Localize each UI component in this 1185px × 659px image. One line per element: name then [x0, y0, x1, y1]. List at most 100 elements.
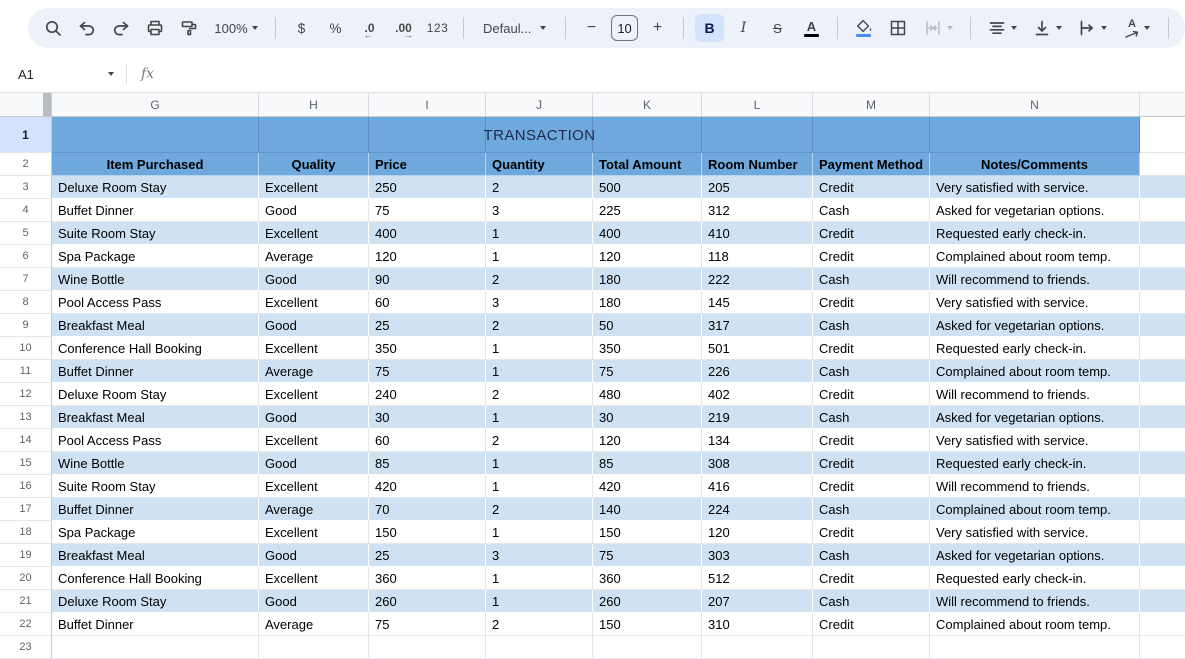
data-cell[interactable]: Cash [813, 268, 930, 291]
data-cell[interactable]: 260 [593, 590, 702, 613]
row-header-19[interactable]: 19 [0, 544, 52, 567]
data-cell[interactable]: 1 [486, 406, 593, 429]
data-cell[interactable]: Credit [813, 222, 930, 245]
data-cell[interactable]: Credit [813, 245, 930, 268]
data-cell[interactable]: 2 [486, 498, 593, 521]
data-cell[interactable]: 2 [486, 268, 593, 291]
data-cell[interactable]: Credit [813, 291, 930, 314]
data-cell[interactable]: Cash [813, 590, 930, 613]
font-family-select[interactable]: Defaul... [475, 14, 554, 42]
row-header-21[interactable]: 21 [0, 590, 52, 613]
data-cell[interactable]: 416 [702, 475, 813, 498]
merge-cells-button[interactable] [917, 14, 959, 42]
data-cell[interactable]: Wine Bottle [52, 268, 259, 291]
header-cell[interactable]: Room Number [702, 153, 813, 176]
data-cell[interactable]: 303 [702, 544, 813, 567]
row-header-9[interactable]: 9 [0, 314, 52, 337]
data-cell[interactable]: 240 [369, 383, 486, 406]
row-header-1[interactable]: 1 [0, 117, 52, 153]
data-cell[interactable]: Asked for vegetarian options. [930, 406, 1140, 429]
data-cell[interactable]: Good [259, 314, 369, 337]
row-header-12[interactable]: 12 [0, 383, 52, 406]
data-cell[interactable]: 60 [369, 291, 486, 314]
data-cell[interactable]: Very satisfied with service. [930, 521, 1140, 544]
data-cell[interactable]: 120 [593, 245, 702, 268]
data-cell[interactable]: Good [259, 406, 369, 429]
header-cell[interactable]: Price [369, 153, 486, 176]
data-cell[interactable]: 420 [369, 475, 486, 498]
text-wrap-button[interactable] [1072, 14, 1112, 42]
data-cell[interactable]: 308 [702, 452, 813, 475]
row-filler[interactable] [1140, 475, 1185, 498]
row-filler[interactable] [1140, 222, 1185, 245]
data-cell[interactable]: 134 [702, 429, 813, 452]
row-filler[interactable] [1140, 199, 1185, 222]
data-cell[interactable]: Excellent [259, 337, 369, 360]
row-filler[interactable] [1140, 498, 1185, 521]
data-cell[interactable]: 30 [369, 406, 486, 429]
row-header-22[interactable]: 22 [0, 613, 52, 636]
data-cell[interactable]: Average [259, 360, 369, 383]
data-cell[interactable]: Asked for vegetarian options. [930, 199, 1140, 222]
data-cell[interactable]: Excellent [259, 429, 369, 452]
empty-cell[interactable] [259, 636, 369, 659]
data-cell[interactable]: Will recommend to friends. [930, 268, 1140, 291]
row-filler[interactable] [1140, 245, 1185, 268]
print-button[interactable] [140, 14, 169, 42]
data-cell[interactable]: Will recommend to friends. [930, 590, 1140, 613]
data-cell[interactable]: 317 [702, 314, 813, 337]
data-cell[interactable]: 205 [702, 176, 813, 199]
banner-cell[interactable] [593, 117, 702, 153]
paint-format-button[interactable] [174, 14, 203, 42]
name-box[interactable]: A1 [0, 67, 114, 82]
data-cell[interactable]: Cash [813, 314, 930, 337]
header-cell[interactable]: Quality [259, 153, 369, 176]
data-cell[interactable]: Average [259, 245, 369, 268]
data-cell[interactable]: 312 [702, 199, 813, 222]
data-cell[interactable]: 350 [369, 337, 486, 360]
data-cell[interactable]: 3 [486, 199, 593, 222]
data-cell[interactable]: 207 [702, 590, 813, 613]
data-cell[interactable]: Asked for vegetarian options. [930, 544, 1140, 567]
data-cell[interactable]: 480 [593, 383, 702, 406]
data-cell[interactable]: 3 [486, 544, 593, 567]
banner-cell[interactable] [702, 117, 813, 153]
empty-cell[interactable] [813, 636, 930, 659]
row-filler[interactable] [1140, 636, 1185, 659]
data-cell[interactable]: Very satisfied with service. [930, 291, 1140, 314]
row-filler[interactable] [1140, 590, 1185, 613]
data-cell[interactable]: Excellent [259, 222, 369, 245]
data-cell[interactable]: Excellent [259, 176, 369, 199]
row-header-6[interactable]: 6 [0, 245, 52, 268]
data-cell[interactable]: 150 [593, 613, 702, 636]
data-cell[interactable]: Breakfast Meal [52, 406, 259, 429]
increase-font-size-button[interactable]: + [643, 14, 672, 42]
column-header-G[interactable]: G [52, 93, 259, 116]
header-cell[interactable]: Notes/Comments [930, 153, 1140, 176]
data-cell[interactable]: 145 [702, 291, 813, 314]
zoom-control[interactable]: 100% [208, 14, 264, 42]
row-filler[interactable] [1140, 452, 1185, 475]
data-cell[interactable]: 1 [486, 521, 593, 544]
data-cell[interactable]: 500 [593, 176, 702, 199]
empty-cell[interactable] [52, 636, 259, 659]
more-formats-button[interactable]: 123 [423, 14, 452, 42]
row-filler[interactable] [1140, 314, 1185, 337]
data-cell[interactable]: Excellent [259, 521, 369, 544]
data-cell[interactable]: 50 [593, 314, 702, 337]
text-rotation-button[interactable]: A [1117, 14, 1157, 42]
row-header-11[interactable]: 11 [0, 360, 52, 383]
data-cell[interactable]: 25 [369, 314, 486, 337]
header-filler[interactable] [1140, 153, 1185, 176]
data-cell[interactable]: Requested early check-in. [930, 567, 1140, 590]
data-cell[interactable]: Conference Hall Booking [52, 337, 259, 360]
data-cell[interactable]: Average [259, 498, 369, 521]
data-cell[interactable]: 75 [369, 613, 486, 636]
data-cell[interactable]: 1 [486, 360, 593, 383]
data-cell[interactable]: 501 [702, 337, 813, 360]
data-cell[interactable]: 120 [369, 245, 486, 268]
row-header-5[interactable]: 5 [0, 222, 52, 245]
row-header-14[interactable]: 14 [0, 429, 52, 452]
data-cell[interactable]: 1 [486, 245, 593, 268]
data-cell[interactable]: Complained about room temp. [930, 245, 1140, 268]
